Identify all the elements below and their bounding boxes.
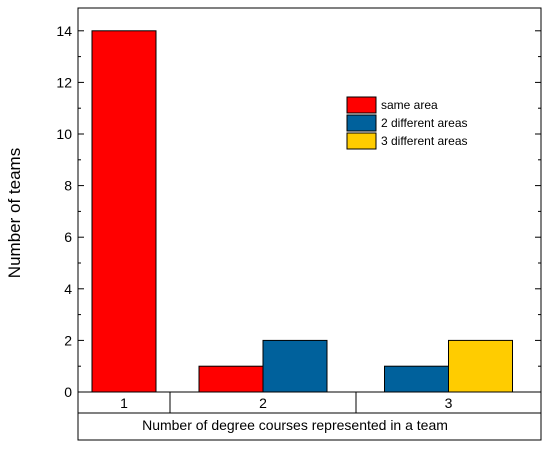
y-tick-label: 6 bbox=[64, 229, 72, 245]
bar-2-same-area bbox=[198, 365, 264, 393]
bar-1-same-area bbox=[91, 30, 157, 393]
bar-3-3-different-areas bbox=[448, 339, 513, 393]
y-tick-label: 14 bbox=[56, 23, 72, 39]
x-axis-label: Number of degree courses represented in … bbox=[142, 417, 448, 433]
y-axis-label: Number of teams bbox=[5, 148, 24, 278]
x-tick-label: 2 bbox=[259, 395, 267, 411]
x-tick-label: 1 bbox=[120, 395, 128, 411]
legend-swatch-3-different-areas bbox=[346, 132, 377, 150]
x-tick-label: 3 bbox=[445, 395, 453, 411]
y-tick-label: 0 bbox=[64, 384, 72, 400]
y-tick-label: 12 bbox=[56, 74, 72, 90]
legend: same area 2 different areas 3 different ar… bbox=[346, 96, 468, 150]
legend-swatch-same-area bbox=[346, 96, 377, 114]
legend-label-2-different-areas: 2 different areas bbox=[381, 116, 468, 130]
legend-label-3-different-areas: 3 different areas bbox=[381, 134, 468, 148]
y-tick-label: 2 bbox=[64, 332, 72, 348]
legend-swatch-2-different-areas bbox=[346, 114, 377, 132]
y-tick-label: 8 bbox=[64, 178, 72, 194]
legend-label-same-area: same area bbox=[381, 98, 438, 112]
bars-layer bbox=[91, 30, 513, 393]
bar-2-2-different-areas bbox=[262, 339, 328, 393]
y-tick-label: 4 bbox=[64, 281, 72, 297]
bar-3-2-different-areas bbox=[384, 365, 449, 393]
y-tick-label: 10 bbox=[56, 126, 72, 142]
